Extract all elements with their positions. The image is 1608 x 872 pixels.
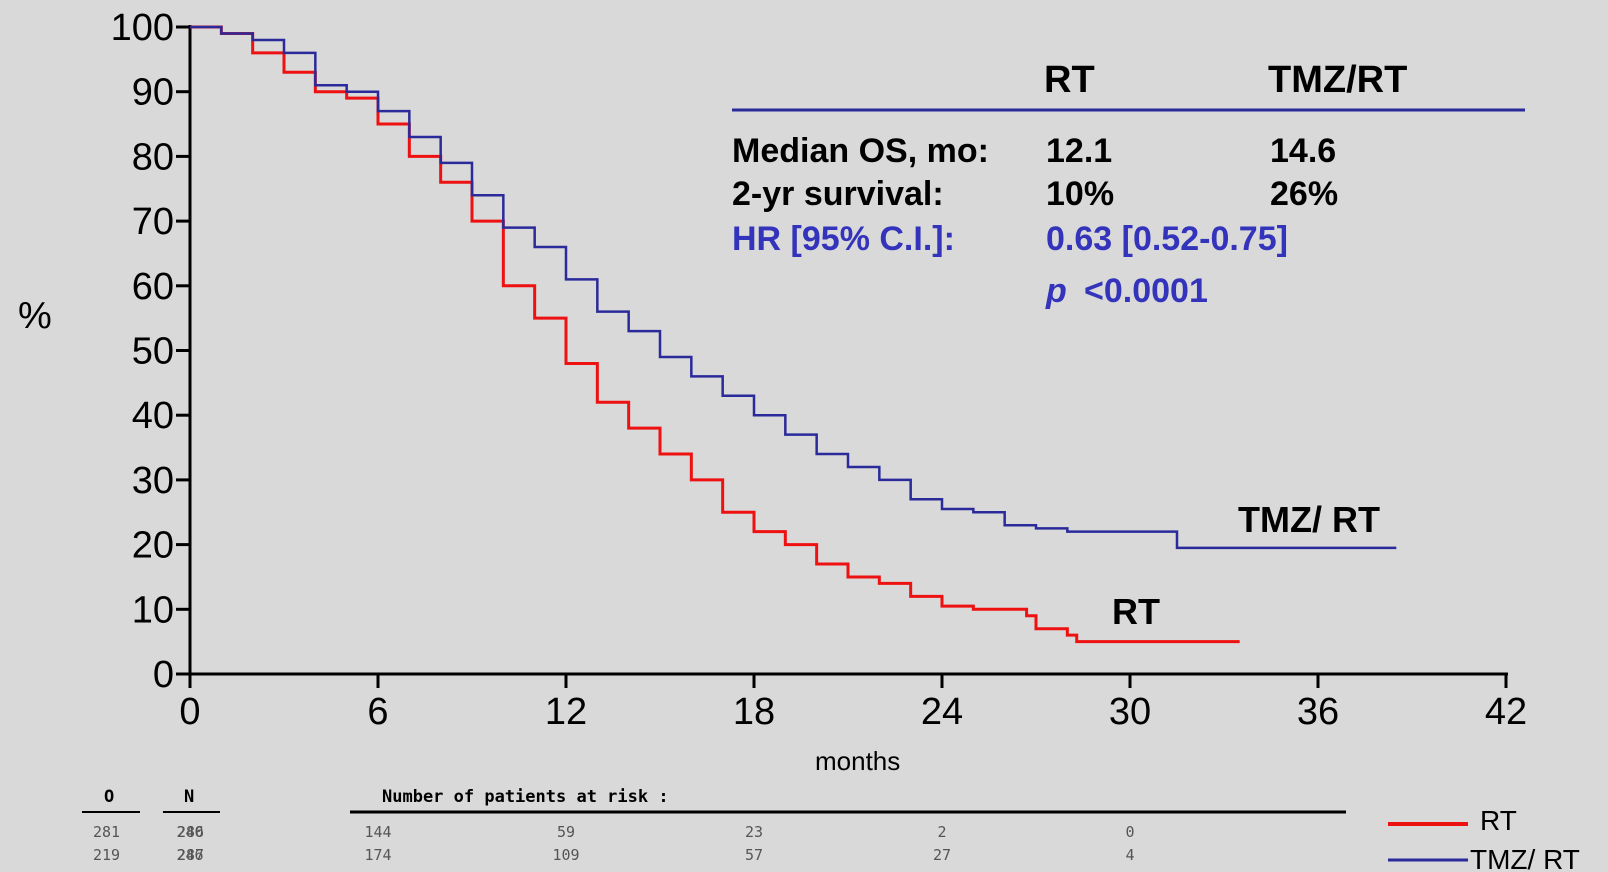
risk-count: 144 [364,823,391,841]
series-rt-line [190,25,1240,644]
median-os-rt: 12.1 [1046,132,1112,170]
x-ticks: 0 6 12 18 24 30 36 42 [179,674,1527,733]
y-tick-label: 100 [111,7,174,49]
series-layer [190,25,1397,644]
rt-curve-label: RT [1112,591,1160,632]
median-os-label: Median OS, mo: [732,132,989,170]
y-tick-label: 70 [132,201,174,243]
risk-title: Number of patients at risk : [382,787,669,807]
y-tick-label: 10 [132,589,174,631]
x-tick-label: 42 [1485,691,1527,733]
stats-col-rt: RT [1044,59,1095,101]
y-axis-title: % [18,295,52,337]
y-tick-label: 20 [132,525,174,567]
x-tick-label: 18 [733,691,775,733]
x-tick-label: 36 [1297,691,1339,733]
risk-n-header: N [184,787,194,807]
y-tick-label: 40 [132,395,174,437]
two-yr-rt: 10% [1046,175,1114,213]
legend: RT TMZ/ RT [1388,805,1580,872]
y-tick-label: 0 [153,654,174,696]
y-ticks: 0 10 20 30 40 50 60 70 80 90 100 [111,7,190,696]
x-tick-label: 12 [545,691,587,733]
risk-row1-n: 286 [177,823,204,841]
risk-count: 4 [1125,846,1134,864]
x-tick-label: 24 [921,691,963,733]
two-yr-tmz: 26% [1270,175,1338,213]
p-value: <0.0001 [1084,272,1208,310]
stats-col-tmz: TMZ/RT [1268,59,1407,101]
risk-count: 109 [552,846,579,864]
series-tmz-rt-line [190,25,1397,550]
y-tick-label: 30 [132,460,174,502]
hr-label: HR [95% C.I.]: [732,220,955,258]
y-tick-label: 90 [132,72,174,114]
risk-count: 0 [1125,823,1134,841]
risk-count: 57 [745,846,763,864]
y-tick-label: 50 [132,331,174,373]
hr-value: 0.63 [0.52-0.75] [1046,220,1288,258]
risk-count: 59 [557,823,575,841]
legend-rt-label: RT [1480,805,1517,836]
risk-count: 174 [364,846,391,864]
risk-row2-n: 287 [177,846,204,864]
x-tick-label: 0 [179,691,200,733]
stats-table: RT TMZ/RT Median OS, mo: 12.1 14.6 2-yr … [732,59,1525,310]
risk-o-header: O [104,787,114,807]
y-tick-label: 80 [132,136,174,178]
x-tick-label: 6 [367,691,388,733]
risk-count: 2 [937,823,946,841]
tmz-curve-label: TMZ/ RT [1238,499,1380,540]
legend-tmz-label: TMZ/ RT [1470,844,1580,872]
risk-row2-o: 219 [93,846,120,864]
two-yr-label: 2-yr survival: [732,175,944,213]
risk-count: 240 [176,823,203,841]
risk-table: O N Number of patients at risk : 281 286… [82,787,1346,864]
risk-count: 27 [933,846,951,864]
risk-count: 246 [176,846,203,864]
y-tick-label: 60 [132,266,174,308]
median-os-tmz: 14.6 [1270,132,1336,170]
risk-counts: 240 144 59 23 2 0 246 174 109 57 27 4 [176,823,1134,864]
p-symbol: p [1045,272,1067,310]
risk-row1-o: 281 [93,823,120,841]
x-tick-label: 30 [1109,691,1151,733]
x-axis-title: months [815,746,900,776]
risk-count: 23 [745,823,763,841]
